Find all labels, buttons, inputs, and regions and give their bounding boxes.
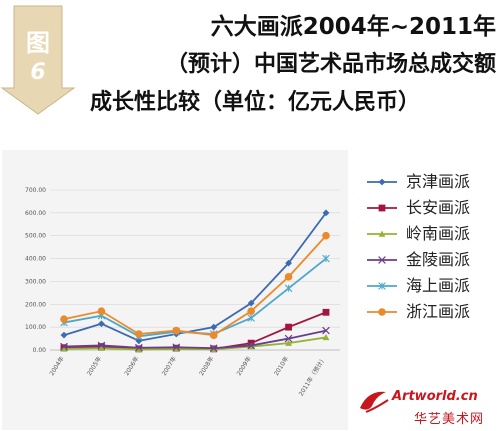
y-tick-label: 500.00	[25, 233, 46, 240]
data-point	[322, 209, 330, 217]
series-6	[60, 231, 330, 339]
x-tick-label: 2008年	[197, 355, 215, 377]
data-point	[172, 343, 181, 352]
data-point	[247, 307, 255, 315]
data-point	[284, 334, 293, 343]
x-tick-label: 2004年	[48, 355, 66, 377]
chart-header: 图 6 六大画派2004年~2011年 （预计）中国艺术品市场总成交额 成长性比…	[0, 0, 500, 150]
data-point	[60, 345, 68, 352]
data-point	[210, 323, 218, 331]
legend-marker	[378, 204, 386, 212]
data-point	[285, 339, 292, 346]
y-tick-label: 600.00	[25, 210, 46, 217]
y-tick-label: 200.00	[25, 301, 46, 308]
data-point	[60, 342, 68, 351]
x-tick-label: 2009年	[235, 355, 253, 377]
legend-item-haishang: 海上画派	[366, 276, 496, 302]
watermark: Artworld.cn 华艺美术网	[356, 386, 498, 430]
legend-marker	[378, 178, 386, 186]
badge-label: 图	[26, 29, 50, 57]
legend-label: 京津画派	[406, 172, 471, 191]
data-point	[322, 326, 330, 335]
data-point	[135, 337, 143, 345]
legend-swatch-x-icon	[367, 256, 397, 264]
data-point	[247, 314, 255, 322]
data-point	[60, 315, 68, 323]
data-point	[322, 231, 330, 240]
x-tick-label: 2007年	[160, 355, 178, 377]
x-tick-label: 2006年	[122, 355, 140, 377]
data-point	[209, 331, 218, 339]
series-line	[63, 212, 327, 342]
data-point	[135, 343, 143, 352]
x-tick-label: 2010年	[272, 355, 290, 377]
y-tick-label: 100.00	[25, 324, 46, 331]
watermark-site-name-cjk: 华艺美术网	[414, 412, 485, 427]
series-line	[63, 336, 327, 351]
data-point	[172, 345, 180, 352]
legend-label: 浙江画派	[406, 302, 471, 321]
chart-title-line-3: 成长性比较（单位：亿元人民币）	[90, 90, 421, 115]
line-chart: 0.00 100.00 200.00 300.00 400.00 500.00 600.00…	[25, 187, 340, 398]
legend-label: 长安画派	[406, 198, 471, 217]
data-point	[322, 334, 330, 341]
legend-label: 岭南画派	[406, 224, 471, 243]
figure-badge	[0, 5, 76, 115]
legend-item-changan: 长安画派	[366, 198, 496, 224]
legend-marker	[378, 256, 386, 264]
legend-marker	[378, 230, 386, 237]
data-point	[98, 320, 105, 328]
chart-title-line-2: （预计）中国艺术品市场总成交额	[165, 52, 496, 77]
legend: 京津画派 长安画派 岭南画派 金陵画派 海上画派 浙江画派	[366, 172, 496, 328]
data-point	[97, 307, 106, 315]
legend-item-jinling: 金陵画派	[366, 250, 496, 276]
y-tick-label: 300.00	[25, 278, 46, 285]
legend-swatch-star-icon	[367, 282, 397, 290]
y-tick-label: 700.00	[25, 187, 46, 194]
data-point	[284, 273, 293, 281]
legend-swatch-triangle-icon	[367, 230, 397, 237]
legend-marker	[378, 308, 386, 316]
watermark-site-name: Artworld.cn	[392, 389, 478, 404]
plot-area: 0.00 100.00 200.00 300.00 400.00 500.00 600.00…	[2, 150, 348, 430]
data-point	[285, 323, 292, 331]
data-point	[98, 344, 105, 351]
data-point	[60, 331, 68, 339]
x-tick-label: 2005年	[85, 355, 103, 377]
data-point	[247, 341, 255, 350]
legend-item-jingjin: 京津画派	[366, 172, 496, 198]
series-line	[63, 235, 327, 337]
data-point	[284, 284, 293, 293]
data-point	[285, 259, 292, 267]
legend-item-zhejiang: 浙江画派	[366, 302, 496, 328]
data-point	[135, 346, 143, 353]
legend-label: 金陵画派	[406, 250, 471, 269]
y-tick-label: 0.00	[33, 347, 47, 354]
data-point	[322, 308, 330, 316]
y-tick-label: 400.00	[25, 256, 46, 263]
legend-swatch-diamond-icon	[367, 178, 397, 186]
legend-swatch-circle-icon	[367, 308, 397, 316]
chart-title-line-1: 六大画派2004年~2011年	[210, 14, 496, 40]
legend-marker	[378, 282, 386, 290]
data-point	[322, 254, 330, 263]
data-point	[247, 339, 255, 347]
x-tick-label: 2011年（预计）	[297, 355, 328, 398]
series-line	[63, 329, 327, 350]
data-point	[247, 299, 255, 307]
series-4	[60, 326, 330, 352]
data-point	[172, 326, 181, 335]
badge-arrow-shape	[0, 5, 76, 115]
data-point	[97, 341, 106, 350]
legend-swatch-square-icon	[367, 204, 397, 212]
badge-number: 6	[30, 60, 46, 85]
data-point	[209, 344, 218, 352]
artworld-logo-icon	[360, 391, 389, 413]
data-point	[135, 330, 143, 338]
legend-label: 海上画派	[406, 276, 471, 295]
series-3	[60, 334, 330, 353]
legend-item-lingnan: 岭南画派	[366, 224, 496, 250]
